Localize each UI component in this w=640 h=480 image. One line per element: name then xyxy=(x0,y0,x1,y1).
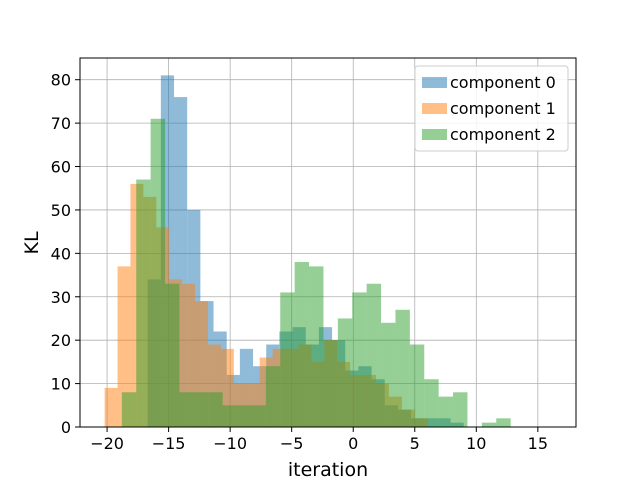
x-tick-label: 10 xyxy=(466,434,486,453)
x-tick-label: 5 xyxy=(410,434,420,453)
histogram-bar xyxy=(496,418,511,427)
histogram-bar xyxy=(179,392,194,427)
y-tick-label: 80 xyxy=(51,71,71,90)
histogram-bar xyxy=(309,266,324,427)
legend-swatch xyxy=(422,129,447,140)
histogram-bar xyxy=(280,292,295,427)
histogram-bar xyxy=(121,392,137,427)
y-axis-title: KL xyxy=(21,231,43,254)
legend-label: component 2 xyxy=(450,125,556,144)
histogram-bar xyxy=(352,292,367,427)
y-tick-label: 40 xyxy=(51,244,71,263)
series-2 xyxy=(121,118,511,427)
histogram-bar xyxy=(409,344,425,427)
histogram-bar xyxy=(104,387,118,427)
histogram-bar xyxy=(136,179,151,427)
histogram-bar xyxy=(265,366,281,427)
y-tick-label: 0 xyxy=(61,418,71,437)
histogram-bar xyxy=(165,283,180,427)
histogram-bar xyxy=(208,392,223,427)
x-tick-label: −15 xyxy=(152,434,186,453)
histogram-bar xyxy=(395,309,410,427)
legend-swatch xyxy=(422,103,447,114)
x-tick-label: 15 xyxy=(528,434,548,453)
histogram-bar xyxy=(117,266,131,427)
y-tick-label: 10 xyxy=(51,375,71,394)
histogram-bar xyxy=(424,379,439,427)
legend: component 0 component 1 component 2 xyxy=(414,65,569,152)
histogram-bar xyxy=(182,283,196,427)
y-tick-label: 20 xyxy=(51,331,71,350)
histogram-bar xyxy=(150,118,166,427)
histogram-bar xyxy=(323,340,338,427)
x-tick-label: −5 xyxy=(280,434,304,453)
histogram-bar xyxy=(453,392,468,427)
legend-box xyxy=(414,65,569,152)
histogram-bar xyxy=(481,422,497,427)
x-tick-label: −10 xyxy=(213,434,247,453)
histogram-bar xyxy=(381,322,396,427)
legend-swatch xyxy=(422,77,447,88)
histogram-bar xyxy=(193,392,209,427)
x-tick-label: −20 xyxy=(90,434,124,453)
histogram-bar xyxy=(222,405,238,427)
x-axis-title: iteration xyxy=(288,459,368,480)
histogram-bar xyxy=(366,283,382,427)
plot-frame xyxy=(79,57,577,428)
histogram-bar xyxy=(251,405,266,427)
legend-label: component 0 xyxy=(450,73,556,92)
axis-ticks: −20 −15 −10 −5 0 5 10 15 0 10 20 30 40 50 60 70 80 xyxy=(51,71,548,453)
histogram-bar xyxy=(294,262,310,427)
histogram-bar xyxy=(337,318,353,427)
histogram-bar xyxy=(237,405,252,427)
y-tick-label: 30 xyxy=(51,288,71,307)
histogram-bar xyxy=(438,396,454,427)
y-tick-label: 50 xyxy=(51,201,71,220)
bars xyxy=(104,75,511,427)
x-tick-label: 0 xyxy=(348,434,358,453)
legend-label: component 1 xyxy=(450,99,556,118)
y-tick-label: 70 xyxy=(51,114,71,133)
y-tick-label: 60 xyxy=(51,158,71,177)
